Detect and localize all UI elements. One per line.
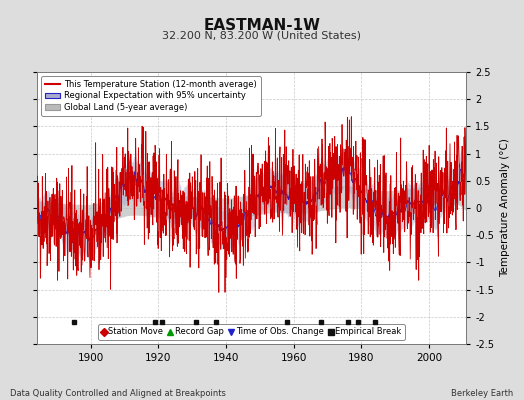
- Legend: Station Move, Record Gap, Time of Obs. Change, Empirical Break: Station Move, Record Gap, Time of Obs. C…: [99, 324, 405, 340]
- Text: 32.200 N, 83.200 W (United States): 32.200 N, 83.200 W (United States): [162, 30, 362, 40]
- Y-axis label: Temperature Anomaly (°C): Temperature Anomaly (°C): [500, 138, 510, 278]
- Text: EASTMAN-1W: EASTMAN-1W: [203, 18, 321, 33]
- Text: Berkeley Earth: Berkeley Earth: [451, 389, 514, 398]
- Text: Data Quality Controlled and Aligned at Breakpoints: Data Quality Controlled and Aligned at B…: [10, 389, 226, 398]
